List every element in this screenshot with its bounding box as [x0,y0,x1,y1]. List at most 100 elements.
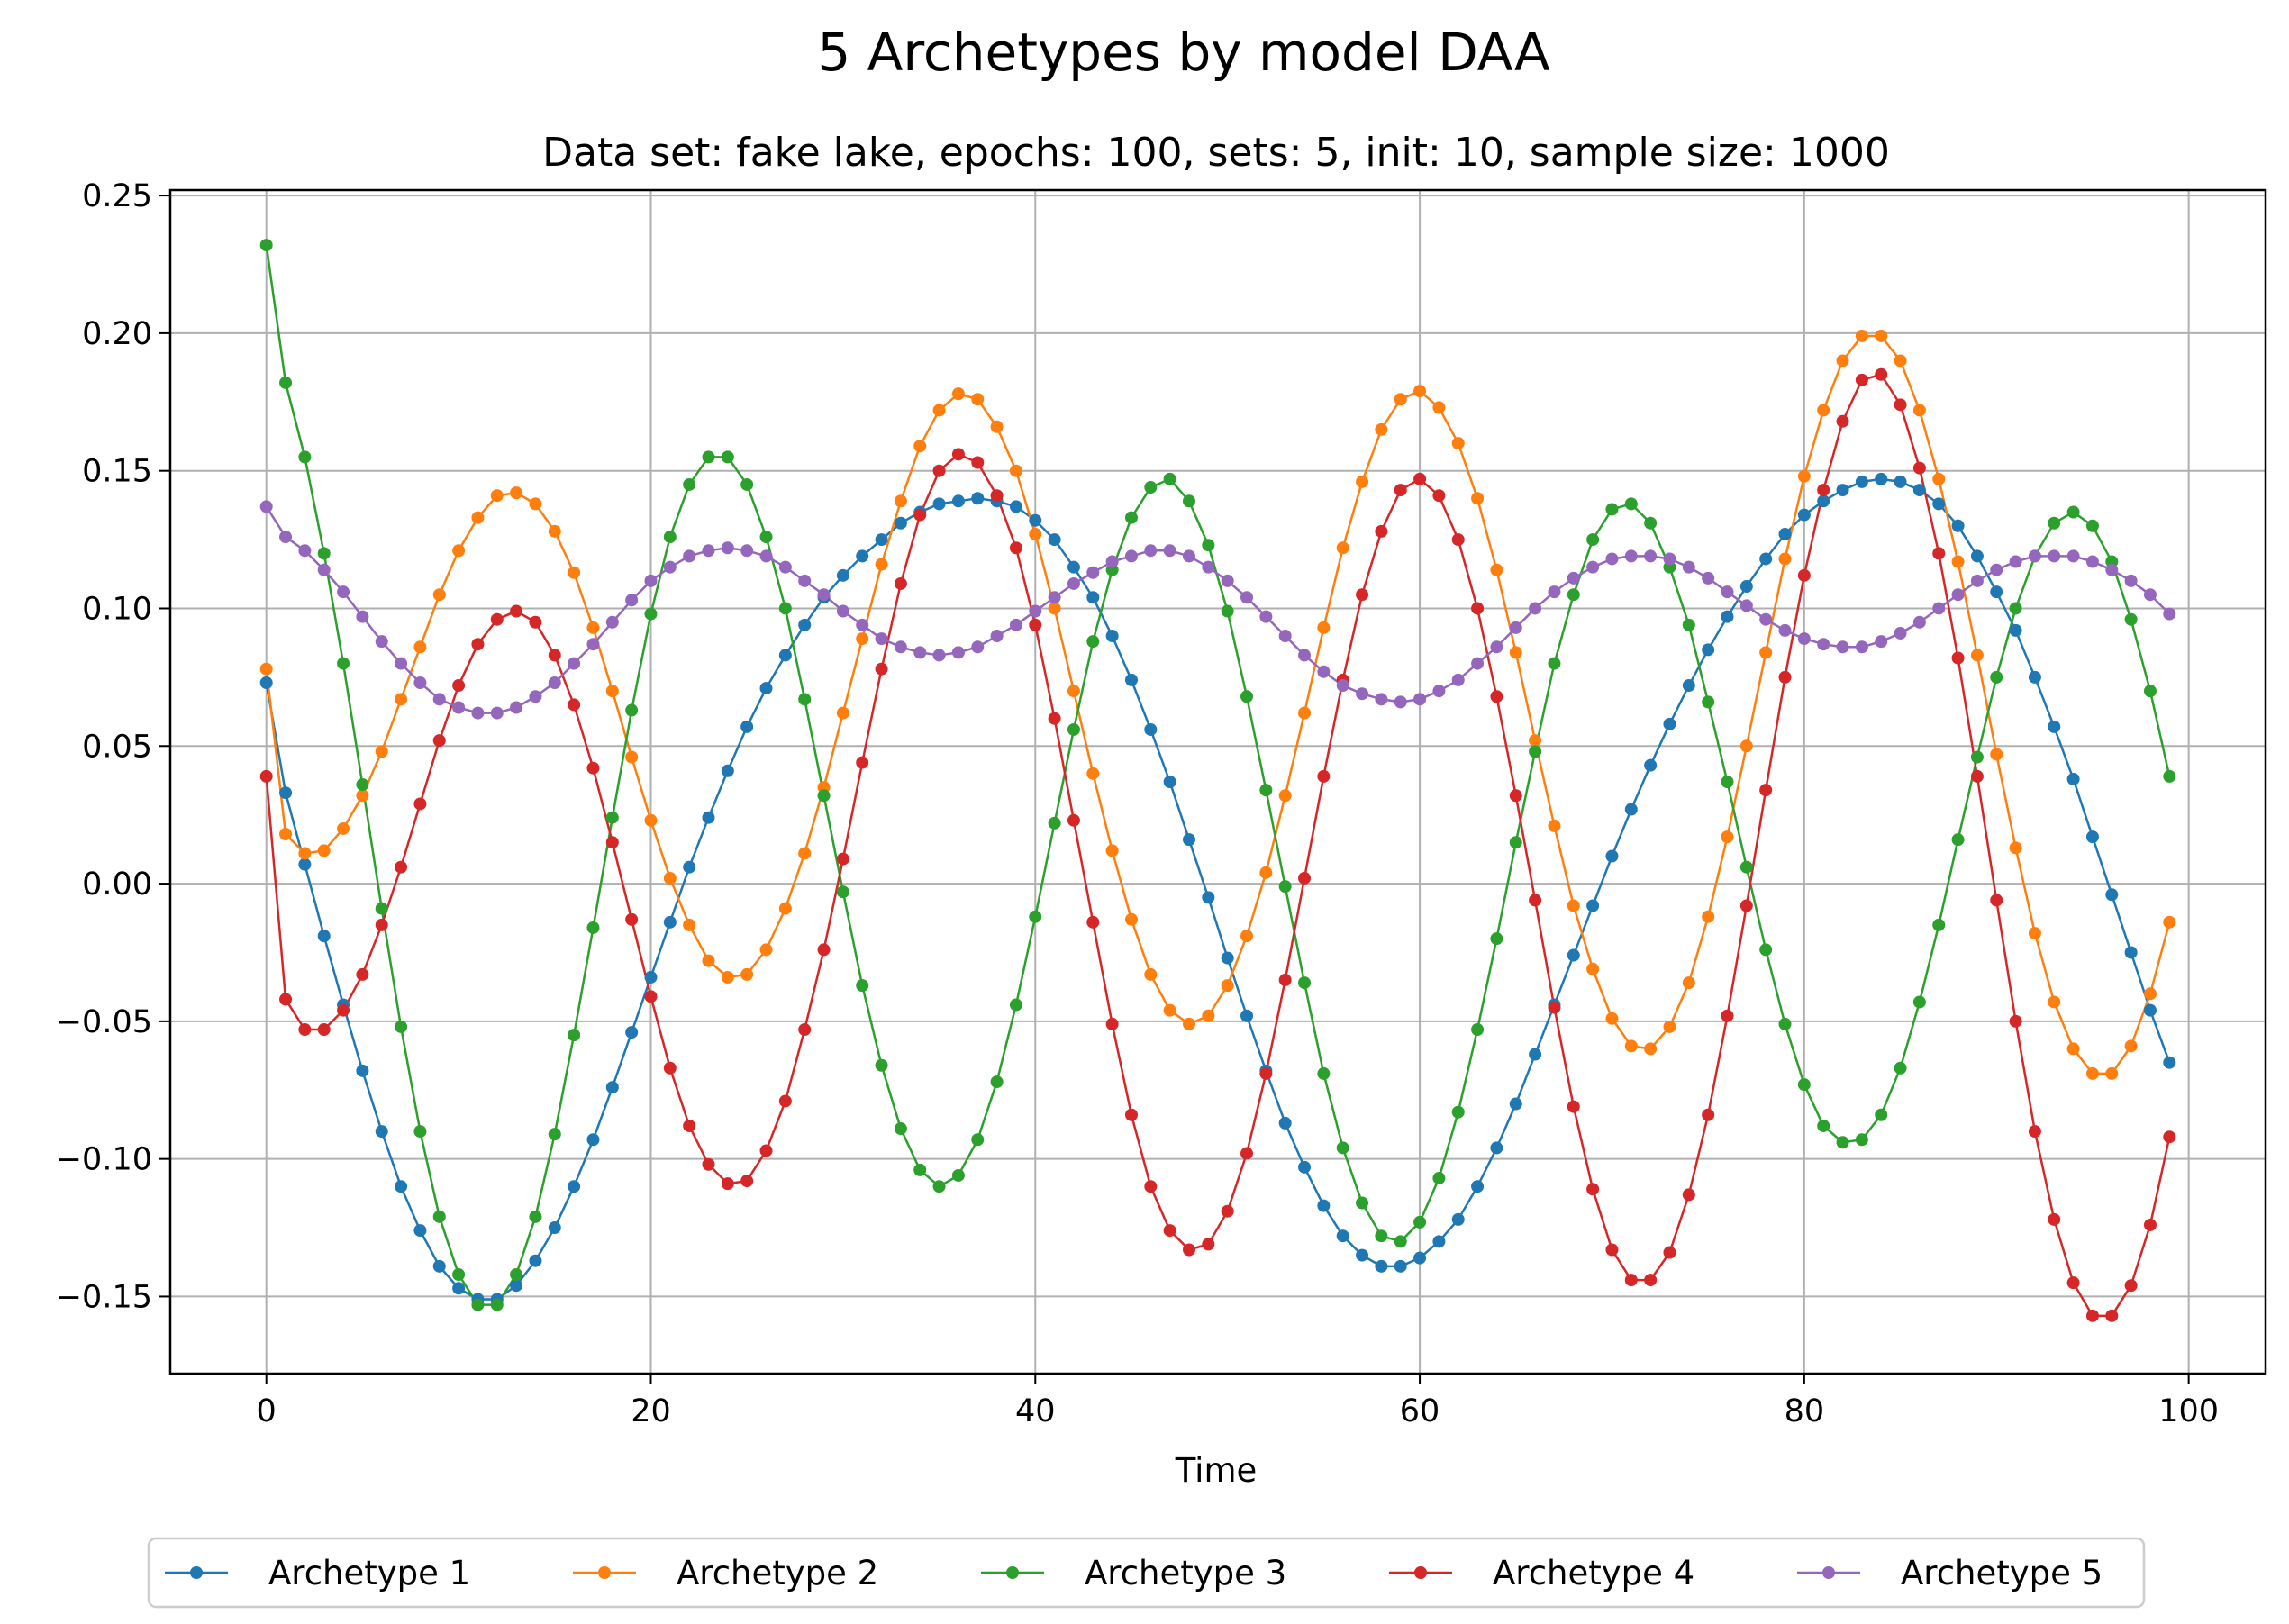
data-point [298,544,312,558]
data-point [1567,1100,1580,1113]
data-point [2143,1218,2157,1231]
data-point [1817,494,1830,508]
data-point [1529,1048,1542,1061]
data-point [875,632,888,646]
data-point [759,1144,773,1157]
data-point [2066,549,2080,563]
data-point [1471,1023,1485,1037]
data-point [1970,750,1984,764]
data-point [836,568,849,582]
data-point [1259,784,1273,797]
data-point [605,1081,619,1094]
data-point [1163,544,1176,558]
data-point [2066,505,2080,519]
legend-swatch-marker [598,1566,611,1579]
data-point [1240,591,1254,604]
data-point [2143,685,2157,698]
data-point [1009,464,1022,477]
data-point [1278,789,1292,803]
data-point [1086,566,1100,579]
data-point [1259,1066,1273,1080]
data-point [2143,1003,2157,1017]
data-point [951,1168,965,1182]
data-point [1702,1108,1715,1121]
x-tick-label: 20 [631,1393,671,1429]
data-point [317,547,331,560]
data-point [1817,484,1830,497]
data-point [1048,816,1061,830]
data-point [1029,513,1042,527]
data-point [1298,976,1312,990]
data-point [1163,472,1176,485]
data-point [2085,830,2099,844]
data-point [644,813,658,827]
data-point [663,531,677,544]
data-point [1509,646,1522,659]
data-point [913,508,927,522]
data-point [1644,516,1658,530]
data-point [317,563,331,576]
data-point [432,1259,446,1273]
data-point [683,477,696,491]
data-point [317,844,331,857]
data-point [1912,615,1926,629]
data-point [1778,552,1792,566]
data-point [1912,404,1926,417]
data-point [1317,1066,1331,1080]
data-point [778,1094,792,1108]
data-point [1721,585,1734,599]
data-point [1432,1172,1446,1185]
data-point [1221,951,1234,965]
data-point [1529,602,1542,615]
data-point [1413,1251,1427,1265]
data-point [1797,632,1811,646]
data-point [644,607,658,621]
data-point [1471,657,1485,670]
data-point [759,531,773,544]
data-point [1682,618,1695,631]
data-point [778,649,792,662]
data-point [1875,367,1888,381]
data-point [1144,722,1158,736]
data-point [1317,769,1331,783]
data-point [1451,437,1465,450]
data-point [413,640,427,654]
data-point [279,376,293,389]
data-point [740,477,754,491]
data-point [279,993,293,1006]
data-point [932,649,946,662]
data-point [1682,679,1695,693]
data-point [568,566,581,579]
data-point [2048,549,2061,563]
data-point [1124,1108,1138,1121]
data-point [1124,673,1138,686]
data-point [510,486,523,500]
data-point [2163,607,2176,621]
data-point [510,604,523,618]
data-point [1739,899,1753,912]
data-point [1067,685,1080,698]
data-point [2048,995,2061,1009]
data-point [1278,880,1292,894]
data-point [1624,803,1638,816]
data-point [548,1128,561,1141]
data-point [2066,772,2080,785]
data-point [1644,758,1658,772]
data-point [1855,1133,1868,1147]
data-point [1413,385,1427,398]
data-point [1029,618,1042,631]
data-point [721,541,734,555]
data-point [356,967,369,981]
data-point [510,701,523,714]
data-point [529,497,542,511]
data-point [1567,571,1580,585]
data-point [548,1221,561,1235]
y-tick-label: 0.25 [82,178,152,214]
data-point [1855,475,1868,488]
data-point [1336,679,1349,693]
data-point [1375,1259,1388,1273]
data-point [1163,776,1176,788]
data-point [2066,1276,2080,1290]
data-point [356,789,369,803]
data-point [798,574,812,587]
